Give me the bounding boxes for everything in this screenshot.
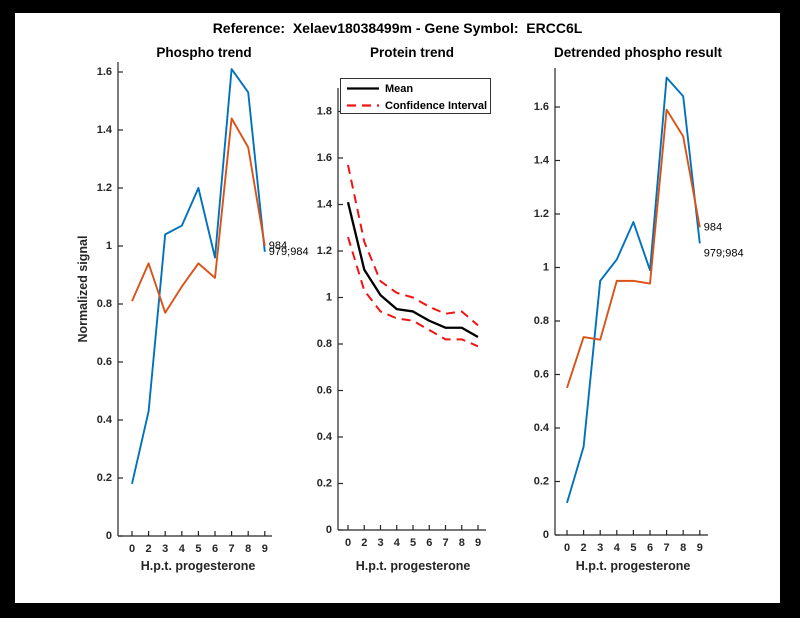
x-tick-label: 0 bbox=[345, 537, 351, 549]
x-tick-label: 4 bbox=[394, 537, 401, 549]
y-tick-label: 1.6 bbox=[317, 152, 332, 164]
y-tick-label: 0.8 bbox=[534, 315, 549, 327]
y-tick-label: 0 bbox=[106, 530, 112, 542]
y-tick-label: 0.6 bbox=[97, 356, 112, 368]
x-tick-label: 9 bbox=[262, 543, 268, 555]
y-tick-label: 0.4 bbox=[534, 422, 550, 434]
y-tick-label: 0 bbox=[543, 529, 549, 541]
detrended-phospho-xlabel: H.p.t. progesterone bbox=[576, 559, 691, 573]
y-ticks: 0 0.2 0.4 0.6 0.8 1 1.2 1.4 1.6 bbox=[534, 101, 560, 541]
phospho-signal-979-984-end-label: 979;984 bbox=[269, 246, 309, 258]
x-tick-label: 3 bbox=[377, 537, 383, 549]
x-tick-label: 6 bbox=[647, 542, 653, 554]
x-tick-label: 0 bbox=[564, 542, 570, 554]
y-tick-label: 0 bbox=[326, 524, 332, 536]
x-tick-label: 3 bbox=[597, 542, 603, 554]
x-tick-label: 7 bbox=[229, 543, 235, 555]
legend-box bbox=[340, 78, 491, 114]
phospho-trend-title: Phospho trend bbox=[156, 45, 251, 60]
detrended-phospho-title: Detrended phospho result bbox=[554, 45, 723, 60]
y-tick-label: 0.2 bbox=[97, 472, 112, 484]
x-tick-label: 7 bbox=[442, 537, 448, 549]
detrended-984-end-label: 984 bbox=[704, 221, 722, 233]
y-ticks: 0 0.2 0.4 0.6 0.8 1 1.2 1.4 1.6 bbox=[97, 66, 123, 542]
protein-trend-panel: 00.20.40.60.811.21.41.61.80 2 3 4 5 6 7 8 9 bbox=[317, 88, 486, 549]
y-tick-label: 1.2 bbox=[534, 208, 549, 220]
x-tick-label: 5 bbox=[630, 542, 636, 554]
y-tick-label: 0.8 bbox=[317, 338, 332, 350]
detrended-phospho-panel: 00.20.40.60.811.21.41.60 2 3 4 5 6 7 8 9979;9849… bbox=[534, 68, 744, 554]
detrended-979-984-line bbox=[566, 76, 701, 504]
y-tick-label: 0.4 bbox=[97, 414, 113, 426]
y-tick-label: 0.6 bbox=[317, 385, 332, 397]
axes bbox=[554, 68, 708, 536]
y-tick-label: 0.4 bbox=[317, 431, 333, 443]
figure-title: Reference: Xelaev18038499m - Gene Symbol… bbox=[212, 20, 583, 36]
y-tick-label: 1.6 bbox=[97, 66, 112, 78]
x-tick-label: 9 bbox=[475, 537, 481, 549]
phospho-trend-xlabel: H.p.t. progesterone bbox=[141, 559, 256, 573]
x-tick-label: 2 bbox=[146, 543, 152, 555]
x-tick-label: 2 bbox=[361, 537, 367, 549]
y-tick-label: 1.4 bbox=[317, 199, 333, 211]
y-tick-label: 1.6 bbox=[534, 101, 549, 113]
y-tick-label: 1.8 bbox=[317, 106, 332, 118]
protein-trend-title: Protein trend bbox=[370, 45, 454, 60]
y-tick-label: 1.2 bbox=[97, 182, 112, 194]
detrended-979-984-end-label: 979;984 bbox=[704, 247, 744, 259]
x-tick-label: 7 bbox=[664, 542, 670, 554]
y-tick-label: 0.2 bbox=[317, 478, 332, 490]
phospho-signal-984-end-label: 984 bbox=[269, 240, 287, 252]
confidence-lower-line bbox=[347, 236, 479, 348]
phospho-signal-984-line bbox=[131, 117, 266, 314]
y-ticks: 0 0.2 0.4 0.6 0.8 1 1.2 1.4 1.6 1.8 bbox=[317, 106, 343, 536]
x-tick-label: 9 bbox=[697, 542, 703, 554]
x-tick-label: 5 bbox=[410, 537, 416, 549]
x-tick-label: 2 bbox=[581, 542, 587, 554]
y-tick-label: 1 bbox=[326, 292, 332, 304]
y-tick-label: 0.6 bbox=[534, 369, 549, 381]
y-tick-label: 1.2 bbox=[317, 245, 332, 257]
x-tick-label: 0 bbox=[129, 543, 135, 555]
confidence-upper-line bbox=[347, 164, 479, 327]
phospho-trend-panel: 00.20.40.60.811.21.41.60 2 3 4 5 6 7 8 9979;9849… bbox=[97, 62, 309, 555]
axes bbox=[337, 88, 486, 531]
legend: Mean Confidence Interval bbox=[340, 78, 491, 114]
y-tick-label: 1 bbox=[543, 262, 549, 274]
y-tick-label: 1.4 bbox=[97, 124, 113, 136]
protein-mean-line bbox=[346, 201, 479, 339]
detrended-984-line bbox=[566, 108, 701, 389]
legend-confidence-label: Confidence Interval bbox=[385, 100, 487, 112]
protein-trend-xlabel: H.p.t. progesterone bbox=[356, 559, 471, 573]
x-tick-label: 5 bbox=[195, 543, 201, 555]
axes bbox=[117, 62, 272, 537]
x-tick-label: 4 bbox=[614, 542, 621, 554]
y-tick-label: 0.2 bbox=[534, 476, 549, 488]
y-tick-label: 1.4 bbox=[534, 155, 550, 167]
x-tick-label: 6 bbox=[426, 537, 432, 549]
y-tick-label: 0.8 bbox=[97, 298, 112, 310]
phospho-signal-979-984-line bbox=[131, 68, 266, 485]
x-tick-label: 8 bbox=[245, 543, 251, 555]
x-tick-label: 4 bbox=[179, 543, 186, 555]
legend-mean-label: Mean bbox=[385, 83, 413, 95]
x-tick-label: 3 bbox=[162, 543, 168, 555]
y-tick-label: 1 bbox=[106, 240, 112, 252]
x-tick-label: 8 bbox=[680, 542, 686, 554]
x-tick-label: 6 bbox=[212, 543, 218, 555]
x-tick-label: 8 bbox=[459, 537, 465, 549]
normalized-signal-ylabel: Normalized signal bbox=[76, 236, 90, 343]
